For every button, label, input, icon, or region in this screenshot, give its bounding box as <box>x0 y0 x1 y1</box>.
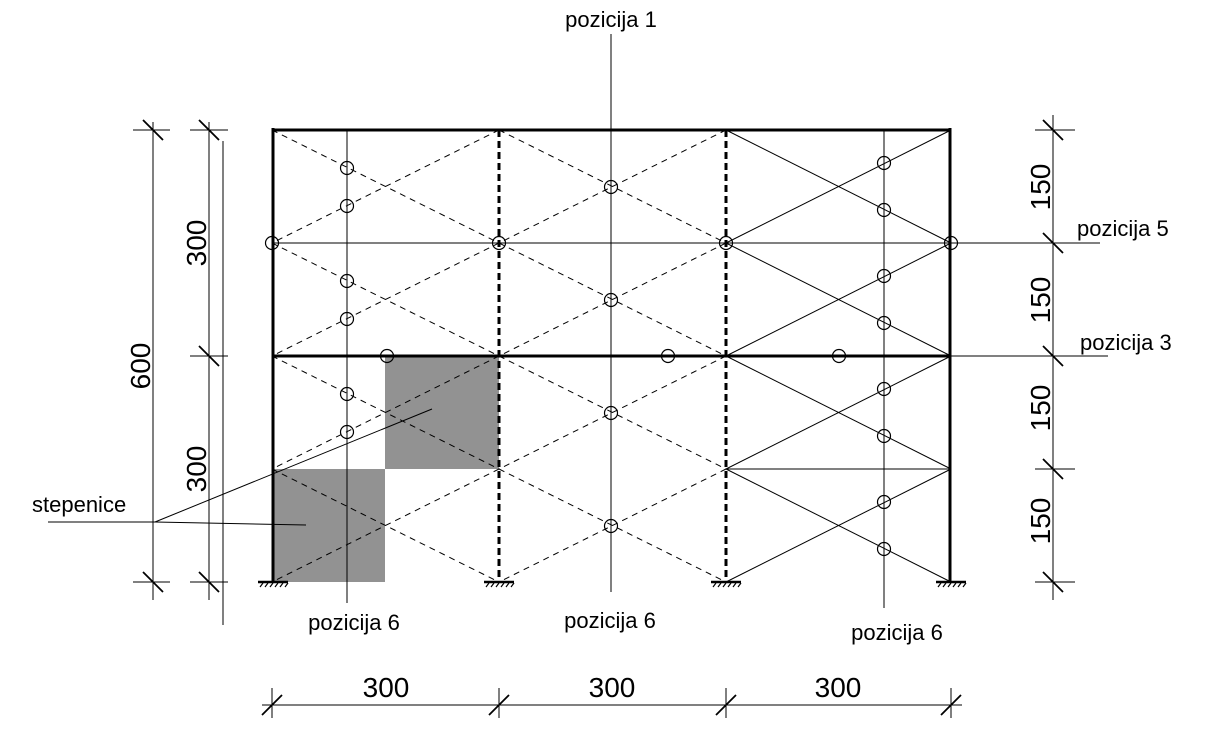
dim-bottom-2: 300 <box>589 672 636 703</box>
pozicija-5-label: pozicija 5 <box>1077 216 1169 241</box>
pozicija-6-middle-label: pozicija 6 <box>564 608 656 633</box>
stepenice-label: stepenice <box>32 492 126 517</box>
support-4 <box>936 580 967 588</box>
dim-right-4: 150 <box>1025 498 1056 545</box>
dim-left-upper: 300 <box>181 220 212 267</box>
dim-right-1: 150 <box>1025 164 1056 211</box>
dim-right-3: 150 <box>1025 385 1056 432</box>
dim-left-lower: 300 <box>181 446 212 493</box>
support-3 <box>711 580 742 588</box>
fixed-supports <box>258 580 967 588</box>
pozicija-6-right-label: pozicija 6 <box>851 620 943 645</box>
stair-lower-step <box>272 469 385 582</box>
dim-left-total: 600 <box>125 343 156 390</box>
left-dimensions <box>133 119 228 625</box>
support-1 <box>258 580 289 588</box>
dim-right-2: 150 <box>1025 277 1056 324</box>
pozicija-1-label: pozicija 1 <box>565 7 657 32</box>
stepenice-leaders <box>48 408 433 526</box>
bottom-dimensions <box>261 688 962 718</box>
solid-bracing <box>725 129 952 583</box>
support-2 <box>484 580 515 588</box>
section-lines <box>272 34 1108 608</box>
dim-bottom-1: 300 <box>363 672 410 703</box>
section-nodes <box>264 155 959 557</box>
dim-bottom-3: 300 <box>815 672 862 703</box>
main-frame <box>271 128 952 582</box>
stair-upper-step <box>385 356 499 469</box>
right-dimensions <box>1035 115 1075 600</box>
pozicija-3-label: pozicija 3 <box>1080 330 1172 355</box>
dashed-bracing <box>271 129 727 583</box>
pozicija-6-left-label: pozicija 6 <box>308 610 400 635</box>
